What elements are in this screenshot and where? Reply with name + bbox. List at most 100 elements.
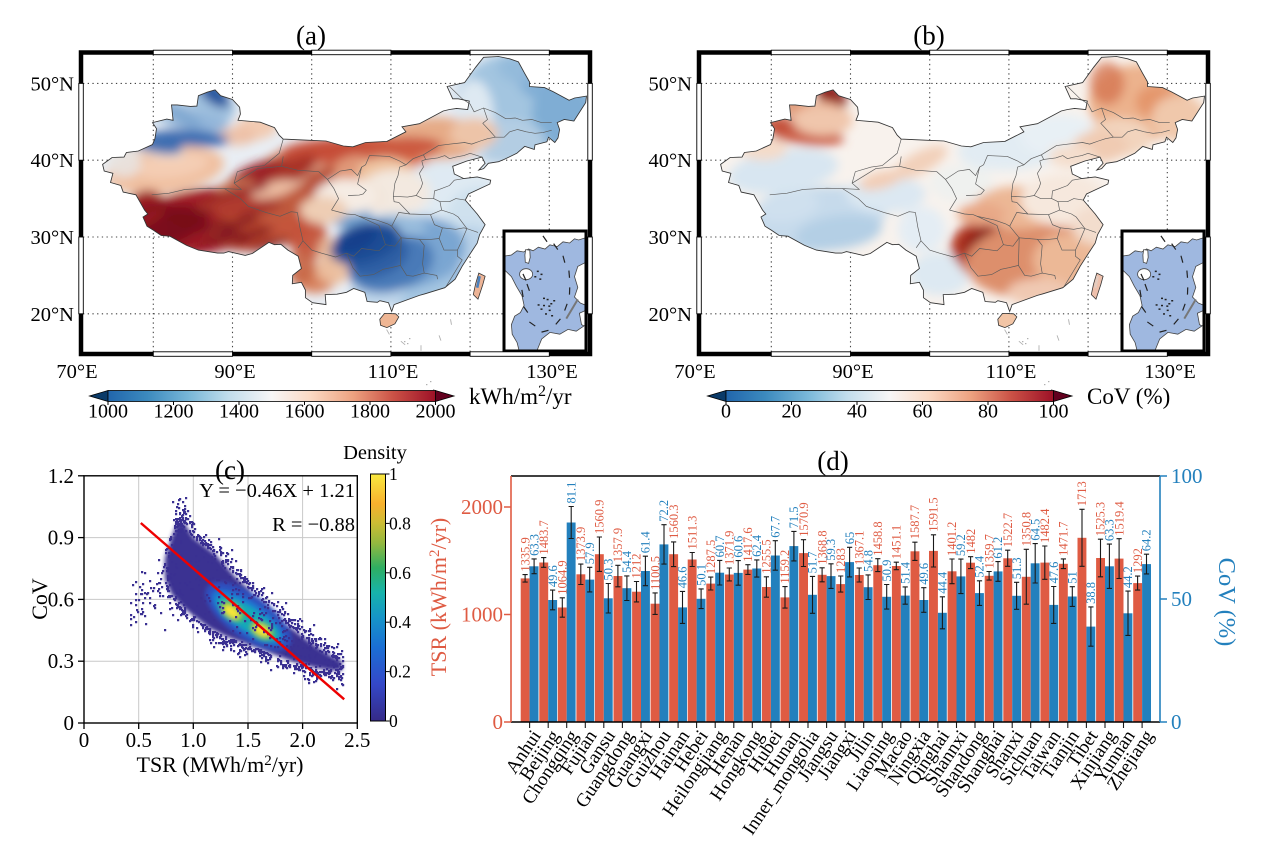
svg-text:1560.3: 1560.3 (667, 505, 681, 539)
svg-text:1522.7: 1522.7 (1001, 513, 1015, 547)
svg-text:1.5: 1.5 (235, 728, 261, 752)
svg-text:100: 100 (1039, 401, 1069, 423)
svg-text:1283: 1283 (834, 548, 848, 573)
svg-text:38.8: 38.8 (1084, 582, 1098, 604)
svg-text:130°E: 130°E (1144, 361, 1195, 383)
svg-text:1367.1: 1367.1 (852, 531, 866, 565)
svg-text:50°N: 50°N (30, 73, 74, 95)
svg-text:1359.7: 1359.7 (982, 534, 996, 568)
svg-text:50.1: 50.1 (694, 564, 708, 586)
svg-text:CoV (%): CoV (%) (1087, 384, 1170, 409)
svg-text:1471.7: 1471.7 (1057, 522, 1071, 556)
svg-text:0: 0 (79, 728, 90, 752)
svg-text:50.3: 50.3 (602, 559, 616, 581)
svg-text:0: 0 (389, 711, 398, 731)
svg-text:1560.9: 1560.9 (593, 500, 607, 534)
svg-text:1519.4: 1519.4 (1112, 501, 1126, 536)
svg-text:61.4: 61.4 (639, 531, 653, 554)
svg-text:1200: 1200 (154, 401, 194, 423)
svg-text:0.2: 0.2 (389, 662, 411, 682)
svg-text:1400: 1400 (219, 401, 259, 423)
svg-text:2.5: 2.5 (344, 728, 370, 752)
svg-text:51.4: 51.4 (899, 561, 913, 584)
svg-text:51: 51 (1066, 571, 1080, 584)
svg-text:1451.1: 1451.1 (890, 525, 904, 559)
svg-text:90°E: 90°E (214, 361, 255, 383)
svg-text:1.2: 1.2 (48, 464, 74, 488)
svg-text:52.4: 52.4 (973, 555, 987, 578)
svg-text:2000: 2000 (416, 401, 456, 423)
svg-text:64.5: 64.5 (1028, 519, 1042, 541)
svg-text:0.3: 0.3 (48, 649, 74, 673)
svg-text:1483.7: 1483.7 (537, 520, 551, 554)
svg-text:49.6: 49.6 (546, 565, 560, 587)
svg-text:110°E: 110°E (368, 361, 419, 383)
svg-text:TSR (kWh/m2/yr): TSR (kWh/m2/yr) (426, 518, 451, 676)
svg-text:70°E: 70°E (56, 361, 97, 383)
svg-text:1212: 1212 (630, 554, 644, 579)
svg-text:0: 0 (493, 710, 504, 734)
svg-text:0.6: 0.6 (48, 587, 74, 611)
svg-text:20: 20 (782, 401, 802, 423)
svg-text:60: 60 (913, 401, 933, 423)
svg-text:70°E: 70°E (674, 361, 715, 383)
svg-text:1482.4: 1482.4 (1038, 508, 1052, 543)
svg-text:60.7: 60.7 (713, 536, 727, 558)
svg-text:1570.9: 1570.9 (797, 502, 811, 536)
svg-text:1525.3: 1525.3 (1094, 502, 1108, 536)
svg-text:50: 50 (1171, 587, 1192, 611)
svg-text:40°N: 40°N (648, 150, 692, 172)
svg-text:1600: 1600 (285, 401, 325, 423)
svg-text:1159.2: 1159.2 (778, 550, 792, 584)
svg-text:(a): (a) (296, 21, 326, 51)
svg-text:1800: 1800 (350, 401, 390, 423)
svg-text:81.1: 81.1 (564, 482, 578, 504)
svg-text:100: 100 (1171, 464, 1203, 488)
svg-text:67.7: 67.7 (769, 516, 783, 538)
svg-text:54.8: 54.8 (861, 550, 875, 572)
svg-text:71.5: 71.5 (787, 507, 801, 529)
svg-text:1: 1 (389, 464, 398, 484)
svg-text:65: 65 (843, 532, 857, 545)
svg-text:1255.5: 1255.5 (760, 539, 774, 573)
svg-text:72.2: 72.2 (657, 500, 671, 522)
svg-text:1371.9: 1371.9 (723, 531, 737, 565)
svg-text:44.4: 44.4 (936, 571, 950, 594)
svg-text:64.2: 64.2 (1140, 529, 1154, 551)
svg-text:54.4: 54.4 (620, 550, 634, 573)
svg-text:CoV: CoV (27, 578, 52, 620)
svg-text:1292: 1292 (1131, 548, 1145, 573)
svg-text:60.6: 60.6 (731, 536, 745, 558)
svg-text:46.6: 46.6 (676, 567, 690, 589)
svg-text:1335.9: 1335.9 (518, 537, 532, 571)
svg-text:CoV (%): CoV (%) (1213, 558, 1240, 647)
svg-text:Y = −0.46X + 1.21: Y = −0.46X + 1.21 (199, 480, 355, 502)
svg-text:130°E: 130°E (526, 361, 577, 383)
svg-text:0.9: 0.9 (48, 526, 74, 550)
svg-text:kWh/m2/yr: kWh/m2/yr (469, 383, 572, 409)
svg-text:1401.2: 1401.2 (945, 522, 959, 556)
svg-text:1100.5: 1100.5 (648, 556, 662, 590)
svg-text:1368.8: 1368.8 (815, 530, 829, 564)
svg-text:62.4: 62.4 (750, 534, 764, 557)
svg-text:2.0: 2.0 (289, 728, 315, 752)
svg-text:1713: 1713 (1075, 481, 1089, 506)
svg-text:63.3: 63.3 (527, 534, 541, 556)
svg-text:51.3: 51.3 (1010, 557, 1024, 579)
svg-text:2000: 2000 (461, 495, 503, 519)
svg-text:90°E: 90°E (832, 361, 873, 383)
svg-text:51.7: 51.7 (806, 552, 820, 574)
svg-text:50°N: 50°N (648, 73, 692, 95)
svg-text:61.2: 61.2 (991, 537, 1005, 559)
svg-text:57.9: 57.9 (583, 542, 597, 564)
svg-text:0.8: 0.8 (389, 513, 411, 533)
svg-text:1357.9: 1357.9 (611, 528, 625, 562)
svg-text:30°N: 30°N (648, 227, 692, 249)
svg-text:30°N: 30°N (30, 227, 74, 249)
svg-text:1064.9: 1064.9 (556, 560, 570, 594)
svg-text:20°N: 20°N (30, 304, 74, 326)
svg-text:40: 40 (847, 401, 867, 423)
svg-text:1458.8: 1458.8 (871, 521, 885, 555)
svg-text:1287.5: 1287.5 (704, 540, 718, 574)
svg-text:44.2: 44.2 (1121, 566, 1135, 588)
